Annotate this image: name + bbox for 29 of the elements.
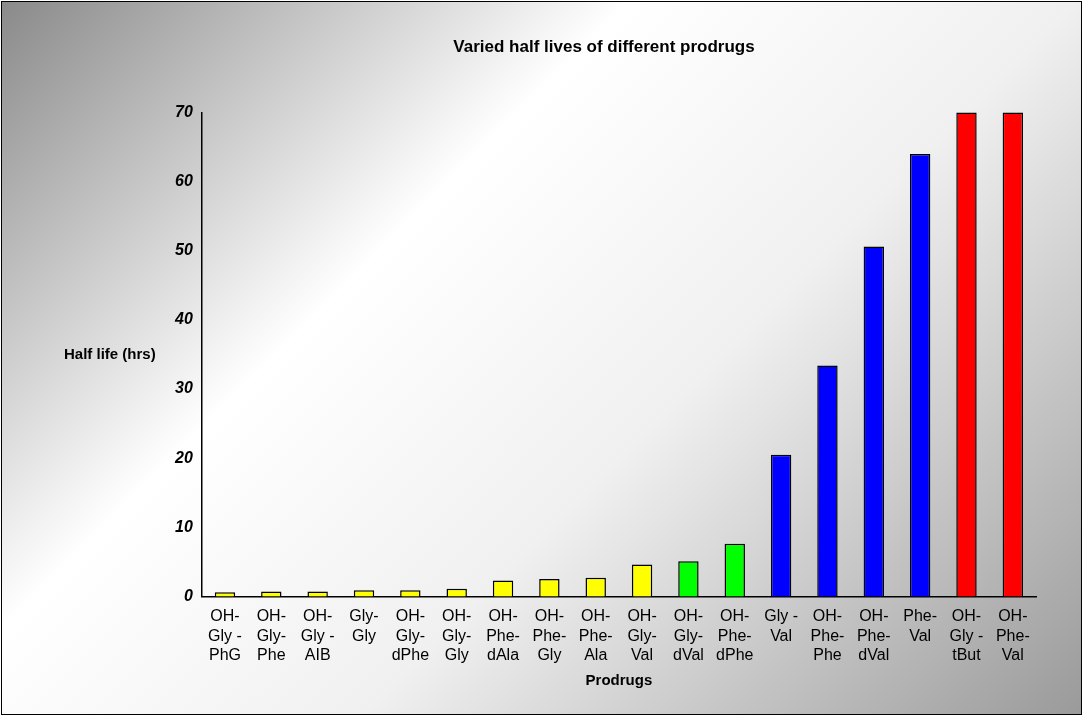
y-tick-label: 40 — [174, 310, 193, 328]
y-axis-title: Half life (hrs) — [64, 344, 156, 362]
x-tick-label: OH-Gly -AIB — [300, 607, 335, 663]
x-tick-label: OH-Gly -tBut — [949, 607, 984, 663]
x-tick-label: OH-Phe-Phe — [810, 607, 845, 663]
y-tick-label: 0 — [183, 586, 193, 604]
x-tick-label: OH-Gly-Val — [627, 607, 657, 663]
y-tick-label: 10 — [175, 517, 193, 535]
chart-title: Varied half lives of different prodrugs — [453, 36, 755, 56]
y-tick-label: 50 — [175, 241, 193, 259]
x-tick-label: OH-Phe-dAla — [486, 607, 520, 663]
x-tick-label: OH-Phe-Gly — [532, 607, 567, 663]
x-tick-label: OH-Phe-Val — [995, 607, 1030, 663]
x-tick-label: OH-Gly-Gly — [442, 607, 472, 663]
x-tick-label: Gly -Val — [764, 607, 798, 644]
x-tick-label: OH-Gly-Phe — [256, 607, 286, 663]
x-tick-label: OH-Gly -PhG — [208, 607, 242, 663]
y-tick-label: 60 — [175, 171, 193, 189]
y-tick-label: 20 — [174, 448, 193, 466]
x-tick-label: OH-Gly-dPhe — [391, 607, 430, 663]
y-tick-label: 70 — [175, 102, 193, 120]
x-tick-label: OH-Phe-Ala — [578, 607, 613, 663]
x-tick-label: Phe-Val — [903, 607, 938, 644]
x-axis-title: Prodrugs — [585, 671, 653, 689]
x-tick-label: Gly-Gly — [349, 607, 379, 644]
y-tick-label: 30 — [175, 379, 193, 397]
x-tick-label: OH-Phe-dPhe — [716, 607, 754, 663]
x-tick-label: OH-Phe-dVal — [856, 607, 891, 663]
x-tick-label: OH-Gly-dVal — [672, 607, 704, 663]
